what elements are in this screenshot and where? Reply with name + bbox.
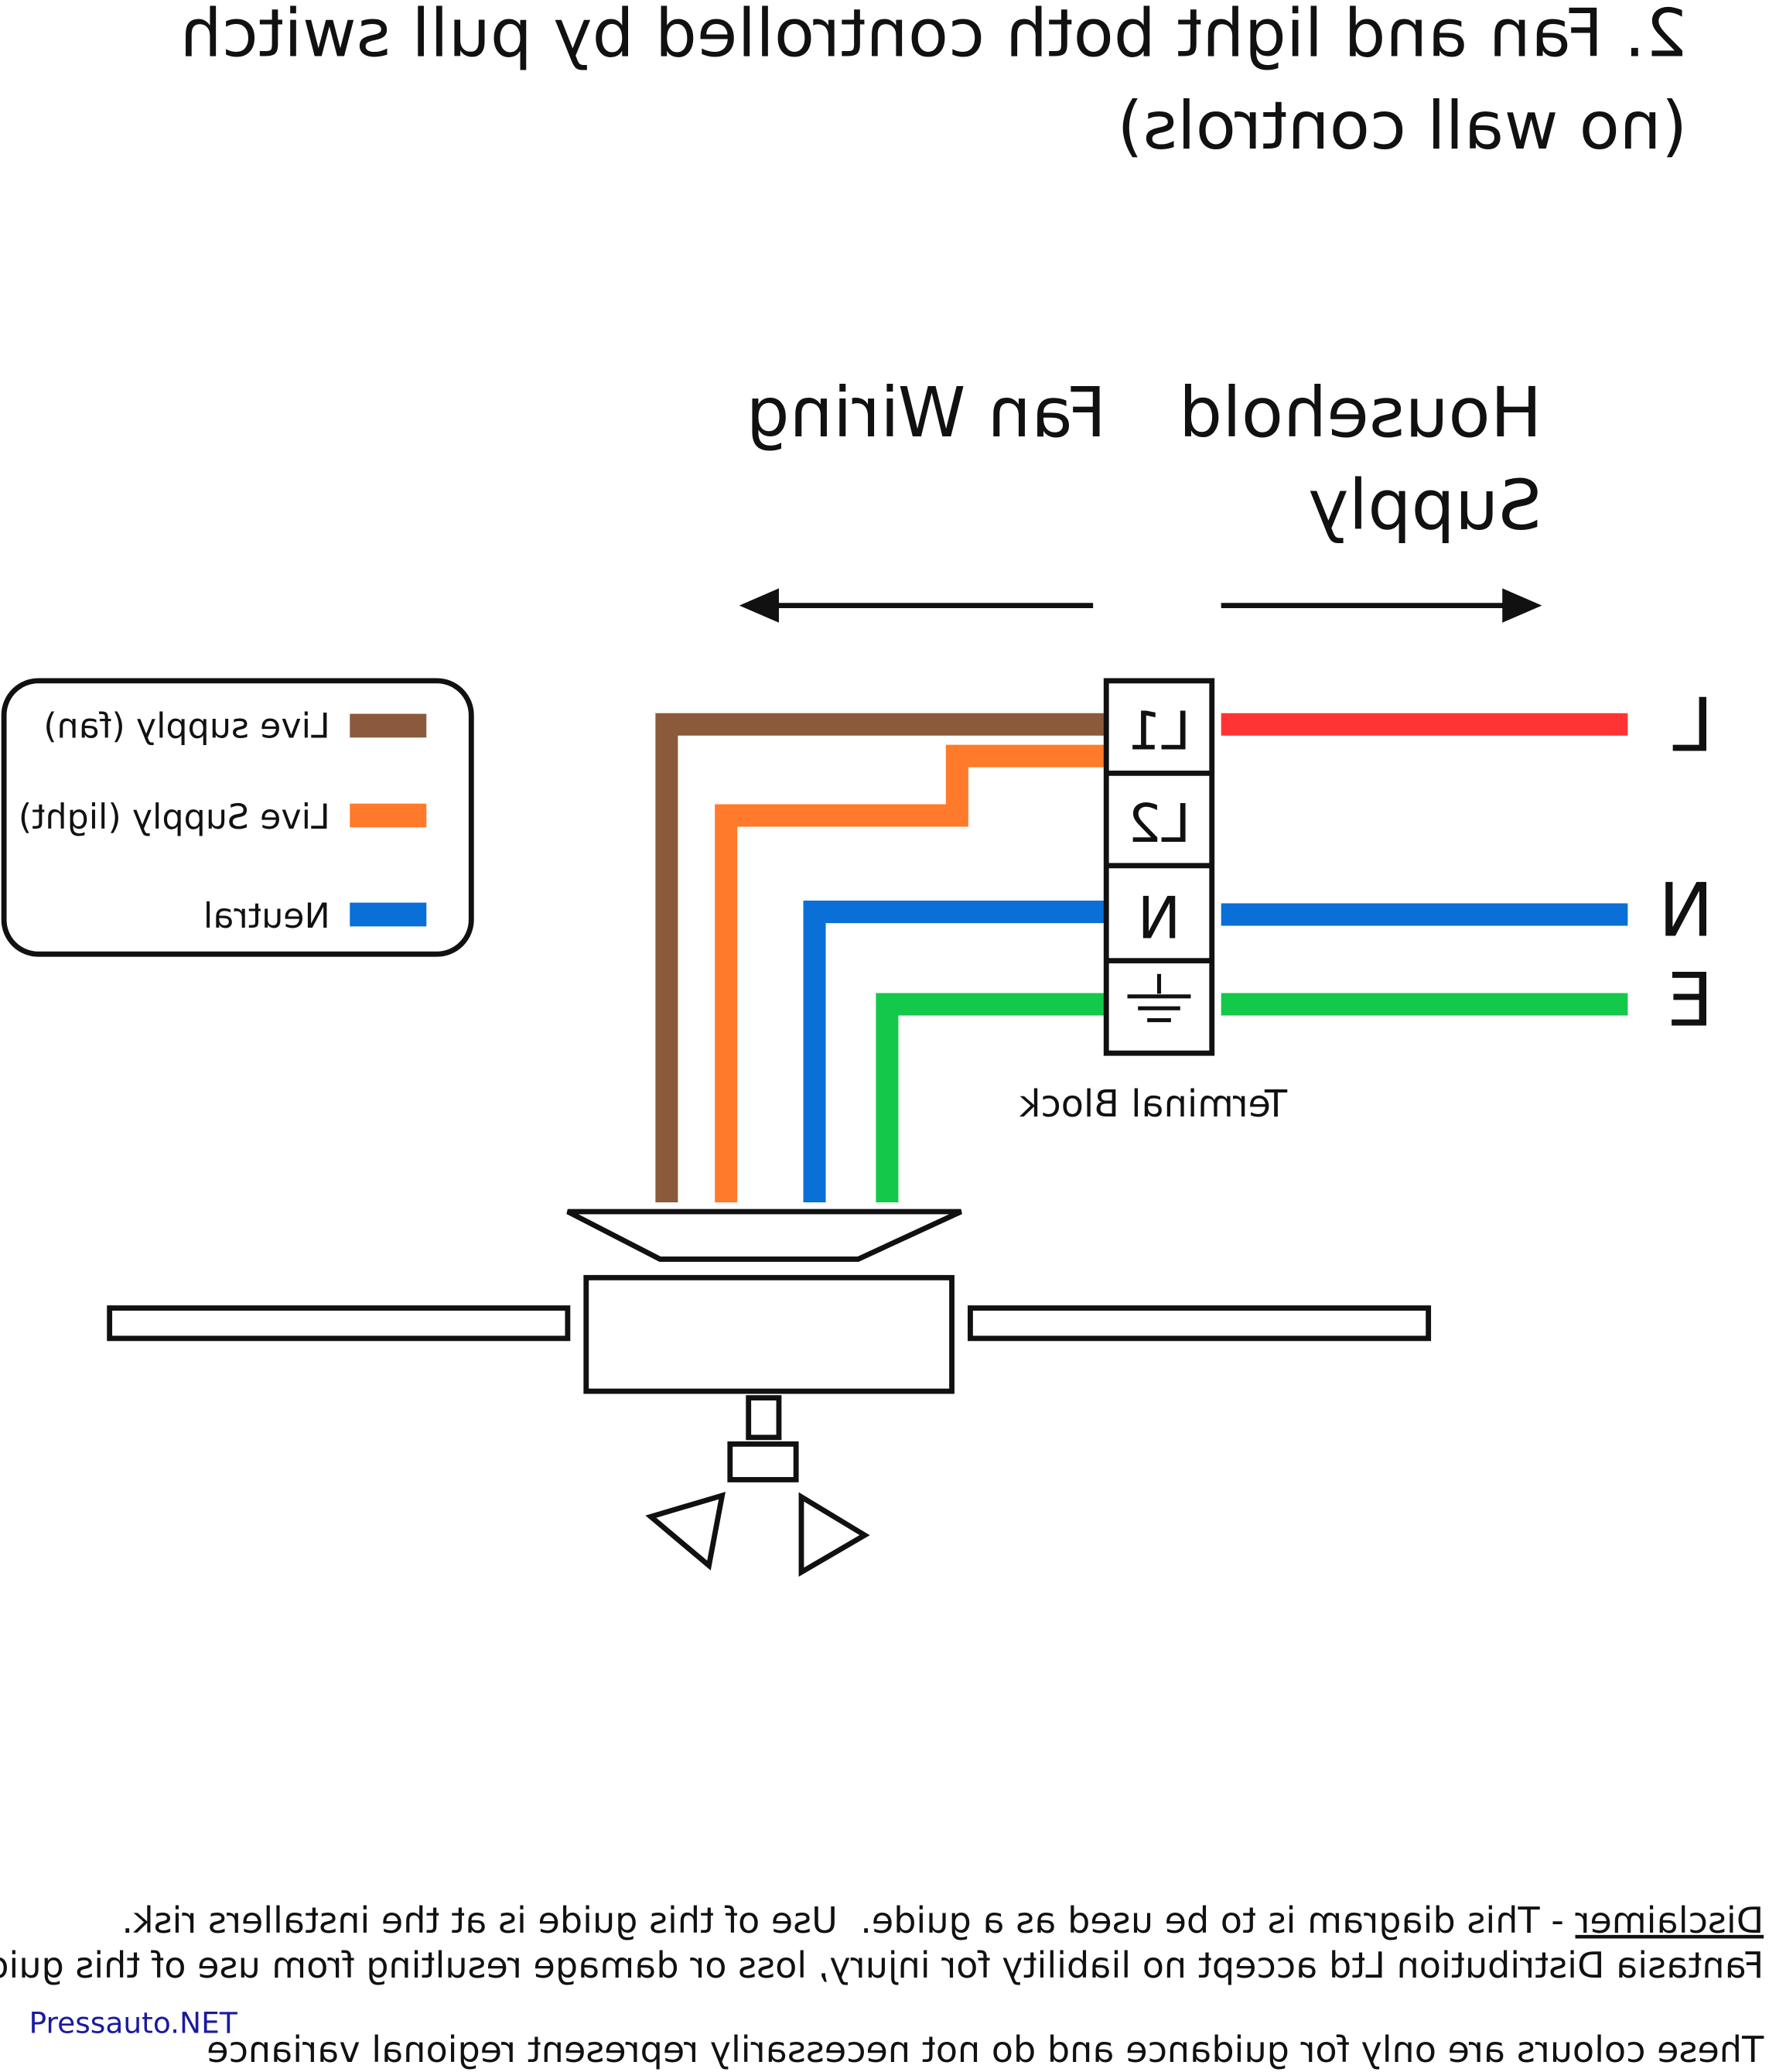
disclaimer-line-3: These colours are only for guidance and … <box>207 2029 1764 2070</box>
fan-wiring-label: Fan Wiring <box>746 373 1106 453</box>
arrow-right-icon <box>739 588 1094 623</box>
terminal-n: N <box>1137 884 1180 952</box>
arrow-left-icon <box>1221 588 1542 623</box>
legend-swatch-neutral <box>350 902 427 927</box>
diagram-title: 2. Fan and light both controlled by pull… <box>180 0 1687 73</box>
terminal-block: L1 L2 N <box>1103 678 1215 1056</box>
terminal-block-label: Terminal Block <box>1019 1083 1288 1126</box>
disclaimer-line-1: Disclaimer - This diagram is to be used … <box>121 1899 1764 1941</box>
fan-live-wire <box>655 713 1107 1203</box>
watermark: Pressauto.NET <box>29 2006 238 2040</box>
disclaimer-line-2: Fantasia Distribution Ltd accept no liab… <box>0 1944 1764 1986</box>
disclaimer-heading: Disclaimer <box>1575 1899 1764 1941</box>
ceiling-fan-icon <box>107 1209 1432 1577</box>
legend-label-fan: Live supply (fan) <box>43 706 330 746</box>
neutral-label: N <box>1658 867 1714 953</box>
live-label: L <box>1672 682 1713 768</box>
legend-swatch-fan <box>350 713 427 738</box>
fan-earth-wire <box>876 993 1107 1203</box>
terminal-l2: L2 <box>1128 794 1190 855</box>
legend: Live supply (fan) Live Supply (light) Ne… <box>1 678 474 957</box>
household-supply-label-2: Supply <box>1308 466 1542 545</box>
legend-label-neutral: Neutral <box>203 897 330 936</box>
disclaimer-text: - This diagram is to be used as a guide.… <box>121 1899 1575 1941</box>
light-live-wire <box>715 744 1107 1203</box>
household-supply-label: Household <box>1179 373 1542 453</box>
fan-neutral-wire <box>803 901 1107 1203</box>
earth-label: E <box>1667 956 1713 1043</box>
legend-label-light: Live Supply (light) <box>19 798 330 837</box>
diagram-subtitle: (no wall controls) <box>1117 88 1687 165</box>
terminal-l1: L1 <box>1128 702 1190 763</box>
earth-ground-icon <box>1127 973 1191 1023</box>
legend-swatch-light <box>350 803 427 828</box>
